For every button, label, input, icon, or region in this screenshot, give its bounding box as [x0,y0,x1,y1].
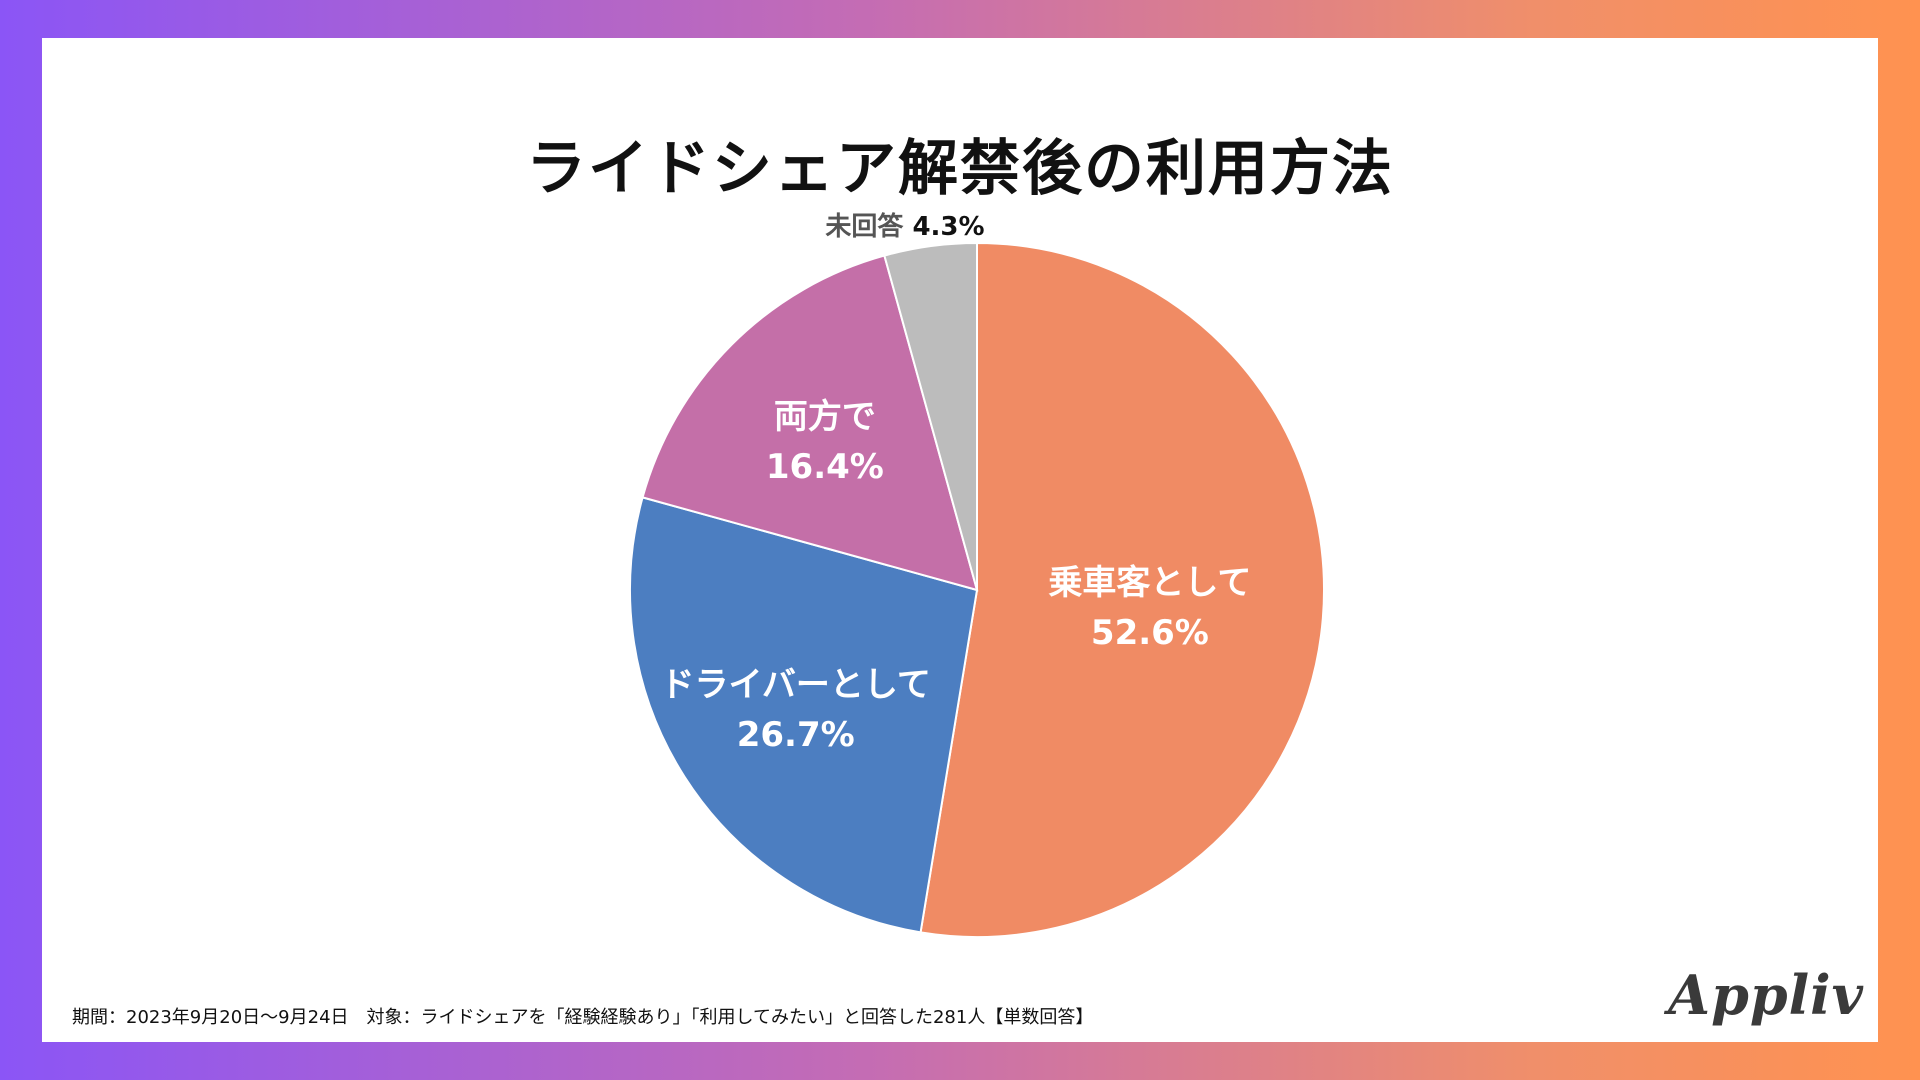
pie-slice-2 [641,254,979,592]
applivlogo-text: Appliv [1668,963,1864,1027]
slice-value-0: 52.6% [1091,613,1209,653]
survey-footnote: 期間：2023年9月20日～9月24日 対象：ライドシェアを「経験経験あり」「利… [72,1007,1094,1028]
pie-slice-3 [883,241,978,591]
chart-title: ライドシェア解禁後の利用方法 [526,134,1394,204]
slice-name-0: 乗車客として [1048,563,1251,603]
pie-chart: 乗車客として 52.6% ドライバーとして 26.7% 両方で 16.4% 未回答 4.3% [629,211,1325,938]
content-card: ライドシェア解禁後の利用方法 乗車客として 52.6% ドライバーとして 26.7% 両… [42,38,1878,1042]
slice-label-3: 未回答 4.3% [825,211,984,242]
pie-slice-0 [919,241,1325,938]
slice-name-2: 両方で [774,397,876,437]
pie-slice-1 [629,496,979,934]
slice-value-1: 26.7% [737,715,855,755]
slice-value-2: 16.4% [766,447,884,487]
slice-name-1: ドライバーとして [661,665,931,705]
